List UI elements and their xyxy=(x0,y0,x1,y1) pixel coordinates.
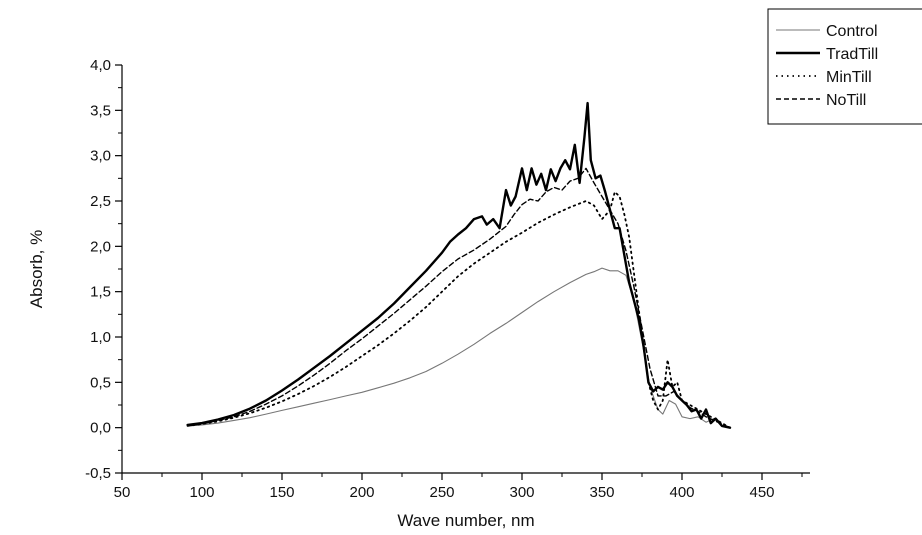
x-tick-label: 300 xyxy=(509,484,534,501)
x-tick-label: 150 xyxy=(269,484,294,501)
x-tick-label: 50 xyxy=(114,484,131,501)
legend-items: Control TradTill MinTill NoTill xyxy=(776,23,878,109)
y-tick-label: -0,5 xyxy=(85,465,111,482)
series-line-control xyxy=(187,267,731,429)
series-layer xyxy=(186,101,732,429)
y-tick-label: 3,0 xyxy=(90,148,111,165)
legend-label-control: Control xyxy=(826,23,878,40)
x-axis-title: Wave number, nm xyxy=(397,511,534,530)
legend-label-mintill: MinTill xyxy=(826,69,872,86)
y-tick-label: 1,5 xyxy=(90,284,111,301)
x-tick-label: 450 xyxy=(749,484,774,501)
series-line-tradtill xyxy=(186,101,732,429)
y-tick-label: 0,0 xyxy=(90,420,111,437)
series-line-notill xyxy=(186,167,731,429)
legend-label-tradtill: TradTill xyxy=(826,46,878,63)
y-tick-label: 2,0 xyxy=(90,238,111,255)
series-line-mintill xyxy=(186,190,731,429)
y-tick-label: 4,0 xyxy=(90,57,111,74)
y-axis-title: Absorb, % xyxy=(27,230,46,308)
y-ticks: -0,5 0,0 0,5 1,0 1,5 2,0 2,5 3,0 3,5 4,0 xyxy=(85,57,122,482)
y-tick-label: 0,5 xyxy=(90,374,111,391)
x-tick-label: 200 xyxy=(349,484,374,501)
y-tick-label: 2,5 xyxy=(90,193,111,210)
x-tick-label: 100 xyxy=(189,484,214,501)
legend-box xyxy=(767,8,922,125)
legend-label-notill: NoTill xyxy=(826,92,866,109)
y-tick-label: 3,5 xyxy=(90,102,111,119)
x-tick-label: 350 xyxy=(589,484,614,501)
y-tick-label: 1,0 xyxy=(90,329,111,346)
x-tick-label: 250 xyxy=(429,484,454,501)
legend: Control TradTill MinTill NoTill xyxy=(767,8,922,125)
x-tick-label: 400 xyxy=(669,484,694,501)
x-ticks: 50 100 150 200 250 300 350 400 450 xyxy=(114,473,803,501)
